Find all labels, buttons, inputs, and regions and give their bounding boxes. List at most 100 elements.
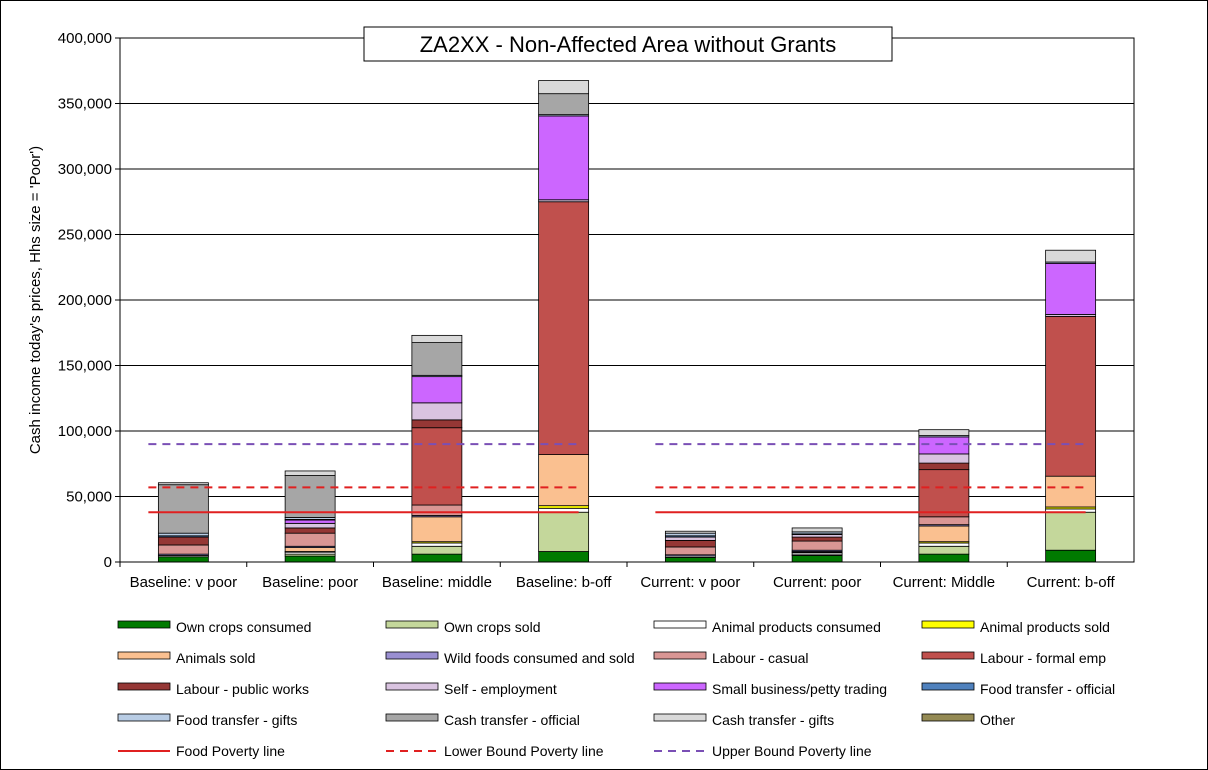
legend-label: Wild foods consumed and sold — [444, 650, 635, 666]
bar-segment — [538, 93, 590, 116]
bar-segment — [1045, 475, 1097, 508]
bar-stack-3 — [538, 80, 590, 563]
legend-label: Own crops sold — [444, 619, 540, 635]
bar-segment — [918, 453, 970, 464]
bar-segment — [411, 419, 463, 429]
legend-item: Food Poverty line — [118, 743, 285, 759]
bar-segment — [918, 469, 970, 518]
x-category-label: Baseline: v poor — [130, 574, 238, 591]
legend-label: Cash transfer - gifts — [712, 712, 834, 728]
bar-stack-1 — [284, 470, 336, 563]
bar-segment — [1045, 315, 1097, 477]
chart-title: ZA2XX - Non-Affected Area without Grants — [420, 32, 837, 57]
legend-swatch — [921, 651, 975, 660]
legend-swatch — [921, 713, 975, 722]
bar-segment — [284, 527, 336, 534]
bar-segment — [918, 553, 970, 563]
legend-item: Animal products sold — [921, 619, 1110, 635]
legend-swatch — [653, 651, 707, 660]
legend-swatch — [653, 620, 707, 629]
y-axis-label: Cash income today's prices, Hhs size = '… — [27, 146, 44, 454]
bar-segment — [1045, 511, 1097, 551]
bar-segment — [791, 555, 843, 563]
bar-segment — [918, 516, 970, 526]
bar-stack-0 — [157, 482, 209, 563]
y-tick-label: 300,000 — [58, 161, 112, 178]
bar-segment — [284, 522, 336, 529]
legend-item: Wild foods consumed and sold — [385, 650, 635, 666]
bar-segment — [538, 551, 590, 563]
bar-segment — [284, 475, 336, 518]
y-tick-label: 0 — [104, 554, 112, 571]
bar-segment — [411, 553, 463, 563]
legend-item: Labour - formal emp — [921, 650, 1106, 666]
bar-segment — [1045, 249, 1097, 263]
bar-segment — [538, 511, 590, 552]
legend-swatch — [921, 682, 975, 691]
bar-stack-7 — [1045, 249, 1097, 563]
bar-segment — [918, 429, 970, 436]
bar-segment — [411, 334, 463, 343]
bar-segment — [918, 525, 970, 543]
x-category-label: Current: b-off — [1027, 574, 1116, 591]
legend-swatch — [117, 620, 171, 629]
x-category-label: Baseline: middle — [382, 574, 492, 591]
bar-segment — [411, 376, 463, 404]
bar-segment — [157, 536, 209, 546]
legend-swatch — [385, 682, 439, 691]
x-category-label: Current: v poor — [640, 574, 740, 591]
bar-segment — [918, 545, 970, 555]
legend-item: Animal products consumed — [653, 619, 881, 635]
legend-label: Labour - public works — [176, 681, 309, 697]
legend-label: Cash transfer - official — [444, 712, 580, 728]
y-tick-label: 250,000 — [58, 227, 112, 244]
bar-segment — [664, 546, 716, 556]
x-category-label: Baseline: poor — [262, 574, 358, 591]
y-tick-label: 150,000 — [58, 358, 112, 375]
legend-label: Animals sold — [176, 650, 255, 666]
legend-swatch — [653, 713, 707, 722]
title-border — [363, 26, 893, 62]
legend-label: Food transfer - official — [980, 681, 1115, 697]
legend-item: Labour - casual — [653, 650, 809, 666]
legend-item: Own crops consumed — [117, 619, 311, 635]
y-tick-label: 50,000 — [66, 489, 112, 506]
legend-label: Own crops consumed — [176, 619, 311, 635]
y-tick-label: 200,000 — [58, 292, 112, 309]
bar-segment — [538, 454, 590, 507]
bar-stack-6 — [918, 429, 970, 563]
bar-stack-5 — [791, 527, 843, 563]
bar-segment — [411, 545, 463, 555]
bar-segment — [411, 516, 463, 543]
legend-item: Self - employment — [385, 681, 557, 697]
bar-segment — [284, 532, 336, 547]
legend-label: Self - employment — [444, 681, 557, 697]
legend-swatch — [117, 651, 171, 660]
legend-swatch — [653, 682, 707, 691]
legend-item: Cash transfer - gifts — [653, 712, 834, 728]
legend-swatch — [921, 620, 975, 629]
legend-item: Labour - public works — [117, 681, 309, 697]
legend-swatch — [385, 713, 439, 722]
bar-segment — [411, 427, 463, 506]
bar-segment — [664, 539, 716, 548]
bar-segment — [411, 342, 463, 376]
bar-stack-4 — [664, 530, 716, 563]
bar-segment — [791, 536, 843, 542]
y-tick-label: 400,000 — [58, 30, 112, 47]
legend-label: Upper Bound Poverty line — [712, 743, 872, 759]
bar-segment — [1045, 262, 1097, 315]
legend-label: Labour - formal emp — [980, 650, 1106, 666]
bar-segment — [157, 484, 209, 534]
bar-segment — [1045, 549, 1097, 563]
legend-label: Labour - casual — [712, 650, 809, 666]
legend-item: Food transfer - gifts — [117, 712, 297, 728]
legend-swatch — [385, 651, 439, 660]
legend-item: Lower Bound Poverty line — [386, 743, 604, 759]
y-tick-label: 350,000 — [58, 96, 112, 113]
bar-segment — [664, 530, 716, 534]
legend-item: Food transfer - official — [921, 681, 1115, 697]
bar-stack-2 — [411, 334, 463, 563]
bar-segment — [538, 80, 590, 95]
